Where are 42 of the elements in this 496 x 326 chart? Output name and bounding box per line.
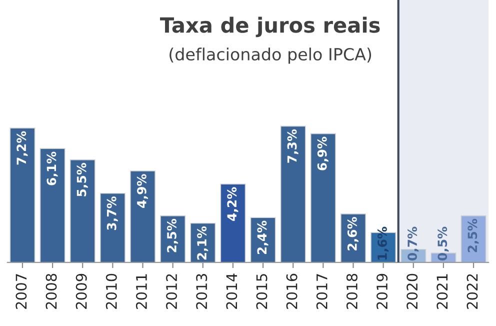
data-label: 2,1% — [197, 226, 208, 260]
data-label: 6,1% — [46, 152, 58, 186]
bar — [40, 148, 66, 262]
x-tick-label: 2011 — [136, 274, 147, 309]
x-tick-label: 2022 — [466, 274, 478, 309]
x-tick-label: 2010 — [106, 274, 117, 309]
x-tick-label: 2018 — [346, 274, 358, 309]
data-label: 2,5% — [468, 218, 479, 252]
data-label: 5,5% — [76, 162, 88, 196]
bar — [310, 133, 336, 262]
bar — [10, 128, 36, 262]
x-tick-label: 2009 — [76, 274, 87, 309]
data-label: 7,3% — [287, 129, 298, 163]
bar — [280, 126, 306, 262]
x-tick-label: 2008 — [46, 274, 57, 309]
x-tick-label: 2020 — [406, 274, 418, 309]
x-tick-label: 2007 — [16, 274, 27, 309]
x-tick-label: 2019 — [376, 274, 388, 309]
x-tick-label: 2013 — [196, 274, 208, 309]
data-label: 4,9% — [136, 174, 148, 208]
x-tick-label: 2021 — [436, 274, 448, 309]
x-tick-label: 2017 — [316, 274, 328, 309]
x-tick-label: 2012 — [166, 274, 178, 309]
data-label: 6,9% — [317, 136, 328, 170]
chart-title: Taxa de juros reais — [160, 16, 380, 38]
data-label: 1,6% — [377, 226, 389, 260]
bar — [70, 159, 96, 262]
x-tick-label: 2014 — [226, 274, 238, 309]
data-label: 0,7% — [408, 226, 419, 260]
data-label: 4,2% — [227, 187, 238, 221]
chart-subtitle: (deflacionado pelo IPCA) — [170, 48, 372, 64]
bar — [220, 184, 246, 262]
data-label: 3,7% — [106, 196, 118, 230]
data-label: 2,6% — [347, 217, 358, 250]
data-label: 0,5% — [438, 226, 449, 260]
data-label: 2,5% — [166, 218, 178, 252]
bar — [130, 170, 156, 262]
bar — [100, 192, 126, 262]
data-label: 7,2% — [16, 131, 28, 165]
x-tick-label: 2016 — [286, 274, 298, 309]
data-label: 2,4% — [257, 220, 268, 254]
x-tick-label: 2015 — [256, 274, 268, 309]
